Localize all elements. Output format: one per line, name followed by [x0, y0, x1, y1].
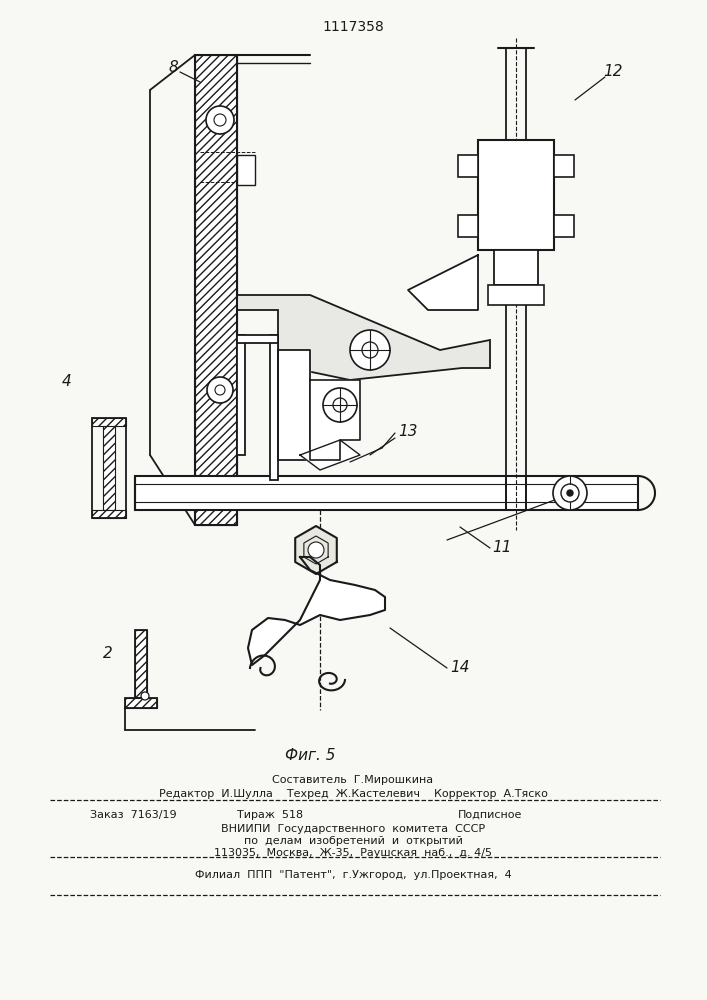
- Polygon shape: [237, 295, 490, 380]
- Text: 2: 2: [103, 646, 113, 660]
- Bar: [103, 420, 115, 510]
- Bar: [125, 698, 157, 708]
- Text: по  делам  изобретений  и  открытий: по делам изобретений и открытий: [244, 836, 462, 846]
- Bar: [488, 285, 544, 305]
- Bar: [494, 250, 538, 285]
- Text: 11: 11: [492, 540, 511, 556]
- Bar: [237, 155, 255, 185]
- Bar: [458, 215, 478, 237]
- Text: Составитель  Г.Мирошкина: Составитель Г.Мирошкина: [272, 775, 433, 785]
- Bar: [135, 630, 147, 698]
- Polygon shape: [248, 557, 385, 665]
- Bar: [92, 418, 126, 426]
- Bar: [135, 476, 638, 510]
- Circle shape: [553, 476, 587, 510]
- Text: ВНИИПИ  Государственного  комитета  СССР: ВНИИПИ Государственного комитета СССР: [221, 824, 485, 834]
- Text: 14: 14: [450, 660, 469, 676]
- Bar: [195, 55, 237, 525]
- Circle shape: [567, 490, 573, 496]
- Bar: [554, 215, 574, 237]
- Circle shape: [323, 388, 357, 422]
- Circle shape: [561, 484, 579, 502]
- Circle shape: [214, 114, 226, 126]
- Text: Тираж  518: Тираж 518: [237, 810, 303, 820]
- Bar: [458, 155, 478, 177]
- Circle shape: [350, 330, 390, 370]
- Text: 1117358: 1117358: [322, 20, 384, 34]
- Bar: [135, 630, 147, 698]
- Polygon shape: [310, 380, 360, 460]
- Text: Заказ  7163/19: Заказ 7163/19: [90, 810, 177, 820]
- Text: 12: 12: [603, 64, 623, 79]
- Polygon shape: [296, 526, 337, 574]
- Circle shape: [206, 106, 234, 134]
- Circle shape: [333, 398, 347, 412]
- Bar: [92, 418, 126, 518]
- Bar: [237, 335, 278, 343]
- Bar: [125, 698, 157, 708]
- Bar: [478, 140, 554, 250]
- Circle shape: [141, 692, 149, 700]
- Text: Фиг. 5: Фиг. 5: [285, 748, 335, 763]
- Text: Подписное: Подписное: [458, 810, 522, 820]
- Bar: [195, 55, 237, 525]
- Text: 4: 4: [62, 374, 72, 389]
- Text: 113035,  Москва,  Ж-35,  Раушская  наб.,  д. 4/5: 113035, Москва, Ж-35, Раушская наб., д. …: [214, 848, 492, 858]
- Bar: [270, 335, 278, 480]
- Text: 8: 8: [168, 60, 178, 76]
- Circle shape: [215, 385, 225, 395]
- Polygon shape: [300, 440, 360, 470]
- Bar: [237, 335, 245, 455]
- Polygon shape: [278, 350, 310, 460]
- Bar: [92, 510, 126, 518]
- Text: Филиал  ППП  "Патент",  г.Ужгород,  ул.Проектная,  4: Филиал ППП "Патент", г.Ужгород, ул.Проек…: [194, 870, 511, 880]
- Text: 13: 13: [398, 424, 418, 440]
- Circle shape: [207, 377, 233, 403]
- Circle shape: [362, 342, 378, 358]
- Circle shape: [308, 542, 324, 558]
- Bar: [554, 155, 574, 177]
- Text: Редактор  И.Шулла    Техред  Ж.Кастелевич    Корректор  А.Тяско: Редактор И.Шулла Техред Ж.Кастелевич Кор…: [158, 789, 547, 799]
- Polygon shape: [408, 255, 478, 310]
